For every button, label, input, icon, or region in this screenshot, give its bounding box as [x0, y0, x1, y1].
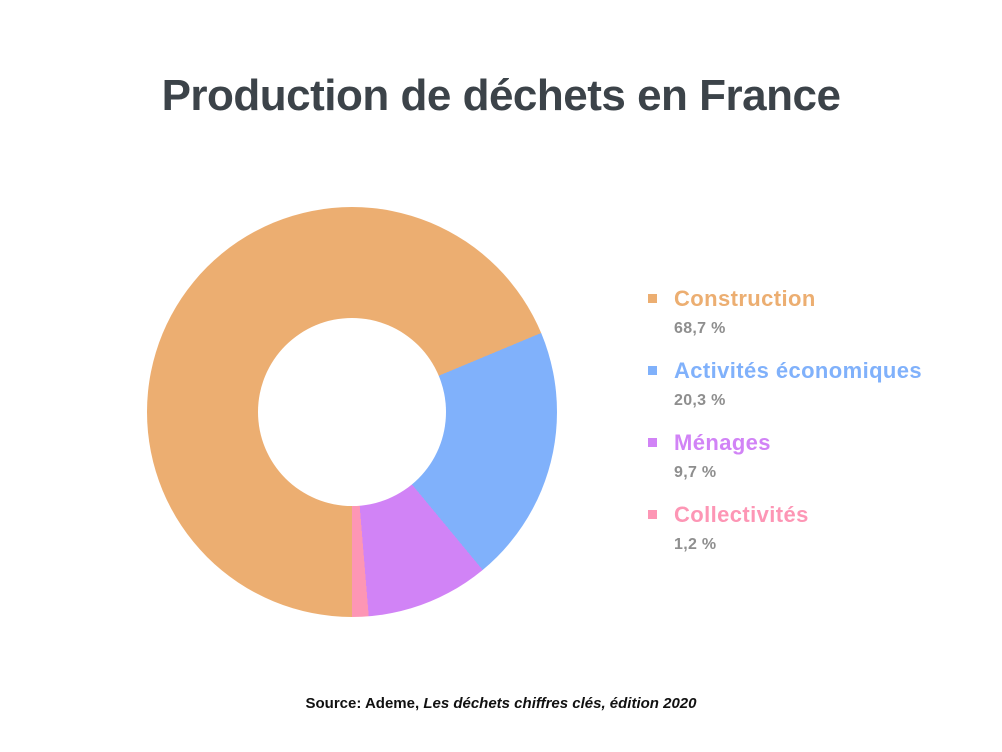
legend-text: Collectivités 1,2 %: [674, 502, 809, 554]
legend-item: Collectivités 1,2 %: [648, 502, 978, 554]
legend-label: Ménages: [674, 430, 771, 455]
donut-hole: [258, 318, 446, 506]
legend-text: Ménages 9,7 %: [674, 430, 771, 482]
legend-label: Construction: [674, 286, 816, 311]
legend-swatch-icon: [648, 438, 657, 447]
legend-item: Ménages 9,7 %: [648, 430, 978, 482]
legend-percentage: 9,7 %: [674, 464, 717, 481]
legend-swatch-icon: [648, 510, 657, 519]
legend-label: Activités économiques: [674, 358, 923, 383]
legend-item: Construction 68,7 %: [648, 286, 978, 338]
legend-swatch-icon: [648, 294, 657, 303]
legend-item: Activités économiques 20,3 %: [648, 358, 978, 410]
legend-percentage: 20,3 %: [674, 392, 726, 409]
chart-legend: Construction 68,7 % Activités économique…: [648, 286, 978, 574]
legend-text: Activités économiques 20,3 %: [674, 358, 922, 410]
source-prefix: Source: Ademe,: [305, 695, 420, 712]
legend-label: Collectivités: [674, 502, 809, 527]
source-line: Source: Ademe, Les déchets chiffres clés…: [0, 695, 1002, 712]
source-citation: Les déchets chiffres clés, édition 2020: [423, 695, 697, 712]
legend-percentage: 68,7 %: [674, 320, 726, 337]
chart-title: Production de déchets en France: [161, 71, 841, 120]
legend-text: Construction 68,7 %: [674, 286, 816, 338]
legend-percentage: 1,2 %: [674, 536, 717, 553]
donut-chart: [147, 207, 557, 617]
legend-swatch-icon: [648, 366, 657, 375]
